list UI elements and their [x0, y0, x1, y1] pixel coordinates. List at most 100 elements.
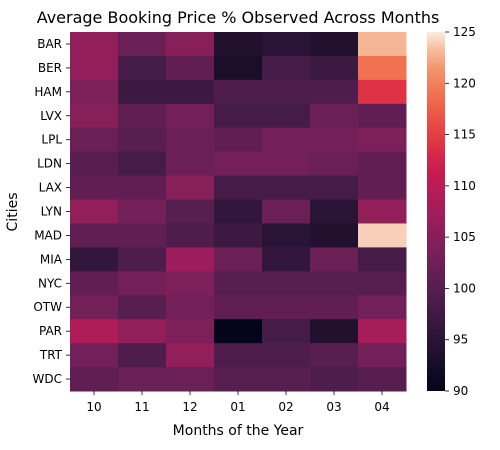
heatmap-cell: [166, 79, 215, 105]
heatmap-cell: [118, 247, 167, 272]
heatmap-cell: [166, 55, 215, 81]
colorbar-tick-label: 105: [453, 230, 476, 244]
heatmap-cell: [166, 271, 215, 296]
heatmap-cell: [358, 343, 407, 368]
heatmap-cell: [262, 55, 311, 81]
heatmap-cell: [358, 319, 407, 344]
colorbar-tick-label: 115: [453, 128, 476, 142]
heatmap-cell: [166, 32, 215, 57]
heatmap-cell: [310, 127, 359, 153]
colorbar-ticks: 90 95 100 105 110 115 120 125: [445, 25, 476, 398]
heatmap-cell: [262, 103, 311, 129]
x-tick-label: 01: [230, 400, 245, 414]
heatmap-cell: [70, 175, 119, 201]
heatmap-cell: [214, 79, 263, 105]
heatmap-cell: [310, 319, 359, 344]
heatmap-cell: [214, 199, 263, 224]
heatmap-cell: [118, 295, 167, 320]
heatmap-cell: [214, 343, 263, 368]
heatmap-cell: [262, 151, 311, 177]
heatmap-cell: [358, 271, 407, 296]
heatmap-cell: [358, 127, 407, 153]
heatmap-cell: [166, 127, 215, 153]
heatmap-cell: [118, 175, 167, 201]
x-tick-label: 03: [326, 400, 341, 414]
heatmap-cell: [358, 199, 407, 224]
heatmap-cell: [166, 223, 215, 248]
heatmap-cell: [70, 295, 119, 320]
colorbar-tick-label: 100: [453, 281, 476, 295]
y-tick-label: WDC: [33, 372, 62, 386]
heatmap-cell: [262, 295, 311, 320]
y-tick-label: LVX: [40, 109, 62, 123]
heatmap-cell: [118, 367, 167, 392]
colorbar-tick-label: 110: [453, 179, 476, 193]
heatmap-cell: [214, 367, 263, 392]
heatmap-cell: [262, 127, 311, 153]
heatmap-cell: [118, 319, 167, 344]
heatmap-cell: [310, 295, 359, 320]
heatmap-cell: [118, 79, 167, 105]
heatmap-cell: [166, 199, 215, 224]
heatmap-cell: [214, 127, 263, 153]
heatmap-cell: [358, 79, 407, 105]
colorbar-tick-label: 120: [453, 76, 476, 90]
heatmap-cell: [70, 247, 119, 272]
heatmap-cell: [166, 319, 215, 344]
heatmap-cell: [166, 295, 215, 320]
heatmap-cell: [262, 271, 311, 296]
y-tick-label: BAR: [37, 37, 62, 51]
heatmap-cell: [166, 175, 215, 201]
heatmap-cell: [262, 247, 311, 272]
heatmap-cell: [358, 223, 407, 248]
heatmap-cell: [214, 319, 263, 344]
y-tick-label: LDN: [37, 157, 62, 171]
heatmap-cell: [166, 343, 215, 368]
heatmap-cell: [70, 199, 119, 224]
heatmap-cell: [310, 151, 359, 177]
heatmap-cell: [118, 199, 167, 224]
heatmap-cell: [262, 175, 311, 201]
heatmap-cell: [358, 295, 407, 320]
heatmap-cell: [70, 151, 119, 177]
heatmap-cell: [70, 319, 119, 344]
y-tick-label: LPL: [41, 133, 62, 147]
heatmap-cell: [118, 151, 167, 177]
heatmap-cell: [358, 151, 407, 177]
heatmap-cell: [118, 103, 167, 129]
colorbar: [427, 32, 445, 391]
heatmap-cell: [262, 79, 311, 105]
y-tick-labels: BAR BER HAM LVX LPL LDN LAX LYN MAD MIA NYC OTW PAR T…: [33, 37, 70, 386]
heatmap-cells: [70, 32, 407, 392]
y-tick-label: BER: [38, 61, 62, 75]
heatmap-cell: [358, 103, 407, 129]
heatmap-cell: [214, 32, 263, 57]
y-axis-label: Cities: [5, 193, 21, 232]
heatmap-cell: [262, 319, 311, 344]
colorbar-tick-label: 125: [453, 25, 476, 39]
heatmap-cell: [310, 175, 359, 201]
x-tick-label: 11: [134, 400, 149, 414]
heatmap-cell: [70, 271, 119, 296]
heatmap-cell: [262, 199, 311, 224]
x-tick-labels: 10 11 12 01 02 03 04: [86, 391, 390, 414]
colorbar-tick-label: 90: [453, 384, 468, 398]
y-tick-label: PAR: [39, 324, 62, 338]
heatmap-cell: [70, 127, 119, 153]
heatmap-cell: [118, 127, 167, 153]
heatmap-cell: [214, 103, 263, 129]
heatmap-cell: [262, 32, 311, 57]
heatmap-cell: [70, 223, 119, 248]
y-tick-label: TRT: [39, 348, 63, 362]
heatmap-cell: [214, 55, 263, 81]
heatmap-cell: [118, 343, 167, 368]
heatmap-cell: [214, 247, 263, 272]
heatmap-cell: [358, 367, 407, 392]
heatmap-cell: [118, 271, 167, 296]
heatmap-cell: [70, 79, 119, 105]
heatmap-cell: [310, 199, 359, 224]
heatmap-cell: [166, 151, 215, 177]
heatmap-cell: [310, 103, 359, 129]
heatmap-cell: [70, 32, 119, 57]
